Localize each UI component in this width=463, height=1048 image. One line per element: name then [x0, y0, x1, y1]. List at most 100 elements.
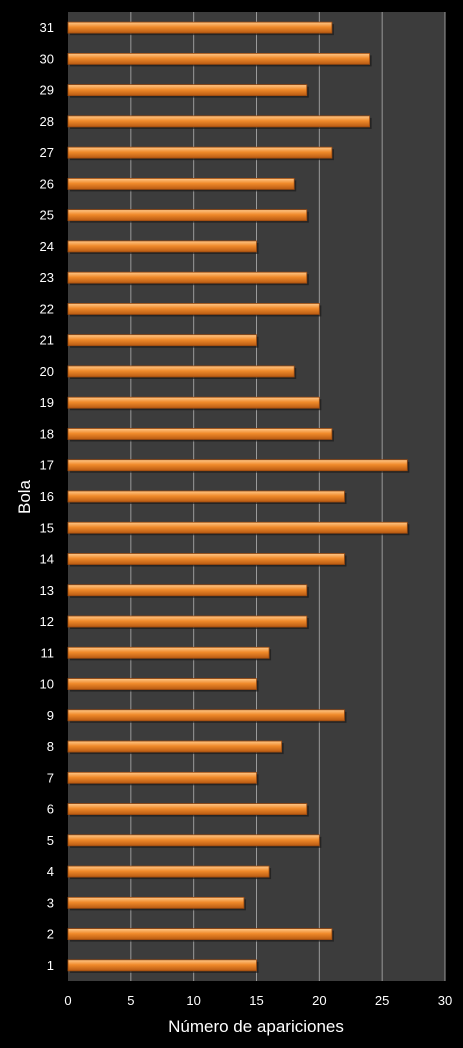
- y-tick-label: 28: [40, 114, 54, 129]
- bar-rect: [67, 740, 283, 753]
- x-tick-label: 10: [186, 993, 200, 1008]
- y-tick-label: 25: [40, 208, 54, 223]
- bar-16: [67, 490, 347, 504]
- bar-3: [67, 896, 246, 911]
- bar-8: [67, 740, 284, 755]
- bar-11: [67, 646, 272, 661]
- y-tick-label: 18: [40, 426, 54, 441]
- bar-rect: [67, 21, 333, 34]
- bar-15: [67, 521, 410, 536]
- y-tick-label: 13: [40, 583, 54, 598]
- bar-rect: [67, 459, 408, 472]
- y-tick-labels: 1234567891011121314151617181920212223242…: [40, 20, 54, 973]
- y-tick-label: 1: [47, 958, 54, 973]
- x-tick-label: 30: [438, 993, 452, 1008]
- bar-rect: [67, 146, 333, 159]
- y-tick-label: 21: [40, 333, 54, 348]
- bar-10: [67, 678, 259, 692]
- bar-26: [67, 178, 297, 192]
- bar-rect: [67, 365, 295, 378]
- bar-24: [67, 240, 259, 254]
- y-tick-label: 23: [40, 270, 54, 285]
- bar-2: [67, 928, 334, 942]
- bar-rect: [67, 709, 345, 722]
- bar-rect: [67, 834, 320, 847]
- bar-rect: [67, 521, 408, 534]
- bar-rect: [67, 303, 320, 315]
- bar-rect: [67, 771, 257, 784]
- y-tick-label: 4: [47, 864, 54, 879]
- bar-6: [67, 803, 309, 817]
- y-tick-label: 16: [40, 489, 54, 504]
- y-tick-label: 10: [40, 677, 54, 692]
- bar-rect: [67, 240, 257, 253]
- y-tick-label: 5: [47, 833, 54, 848]
- y-tick-label: 17: [40, 458, 54, 473]
- y-tick-label: 6: [47, 802, 54, 817]
- bar-28: [67, 115, 372, 129]
- y-tick-label: 3: [47, 895, 54, 910]
- bar-rect: [67, 928, 333, 941]
- y-tick-label: 30: [40, 51, 54, 66]
- bar-19: [67, 396, 322, 411]
- bar-30: [67, 52, 372, 67]
- bar-12: [67, 615, 309, 630]
- bar-25: [67, 209, 309, 223]
- bar-rect: [67, 615, 308, 628]
- y-tick-label: 7: [47, 770, 54, 785]
- y-axis-title: Bola: [15, 479, 34, 514]
- y-tick-label: 9: [47, 708, 54, 723]
- x-axis-title: Número de apariciones: [168, 1017, 344, 1036]
- bar-rect: [67, 115, 371, 128]
- y-tick-label: 31: [40, 20, 54, 35]
- y-tick-label: 8: [47, 739, 54, 754]
- bar-27: [67, 146, 334, 161]
- bar-rect: [67, 84, 308, 97]
- y-tick-label: 26: [40, 176, 54, 191]
- x-tick-label: 15: [249, 993, 263, 1008]
- bar-rect: [67, 553, 345, 565]
- y-tick-label: 29: [40, 83, 54, 98]
- bar-21: [67, 334, 259, 348]
- x-tick-label: 5: [127, 993, 134, 1008]
- bar-13: [67, 584, 309, 598]
- y-tick-label: 12: [40, 614, 54, 629]
- bar-20: [67, 365, 297, 379]
- x-tick-label: 0: [64, 993, 71, 1008]
- bar-rect: [67, 803, 308, 815]
- bar-rect: [67, 678, 257, 690]
- bar-rect: [67, 959, 257, 972]
- bar-rect: [67, 178, 295, 190]
- y-tick-label: 20: [40, 364, 54, 379]
- x-tick-label: 20: [312, 993, 326, 1008]
- bar-9: [67, 709, 347, 723]
- bar-22: [67, 303, 322, 317]
- bar-rect: [67, 896, 245, 909]
- y-tick-label: 15: [40, 520, 54, 535]
- bar-rect: [67, 396, 320, 409]
- bar-rect: [67, 334, 257, 347]
- bar-18: [67, 428, 334, 442]
- bar-14: [67, 553, 347, 567]
- y-tick-label: 19: [40, 395, 54, 410]
- bar-rect: [67, 646, 270, 659]
- bar-5: [67, 834, 322, 848]
- y-tick-label: 22: [40, 301, 54, 316]
- bar-rect: [67, 52, 371, 65]
- y-tick-label: 2: [47, 927, 54, 942]
- y-tick-label: 11: [41, 645, 55, 660]
- bar-rect: [67, 428, 333, 440]
- y-tick-label: 27: [40, 145, 54, 160]
- y-tick-label: 24: [40, 239, 54, 254]
- bar-rect: [67, 865, 270, 878]
- bar-rect: [67, 209, 308, 222]
- bar-rect: [67, 490, 345, 503]
- bar-rect: [67, 584, 308, 597]
- x-tick-label: 25: [375, 993, 389, 1008]
- bar-7: [67, 771, 259, 786]
- bar-1: [67, 959, 259, 973]
- bar-23: [67, 271, 309, 286]
- bar-17: [67, 459, 410, 473]
- y-tick-label: 14: [40, 552, 54, 567]
